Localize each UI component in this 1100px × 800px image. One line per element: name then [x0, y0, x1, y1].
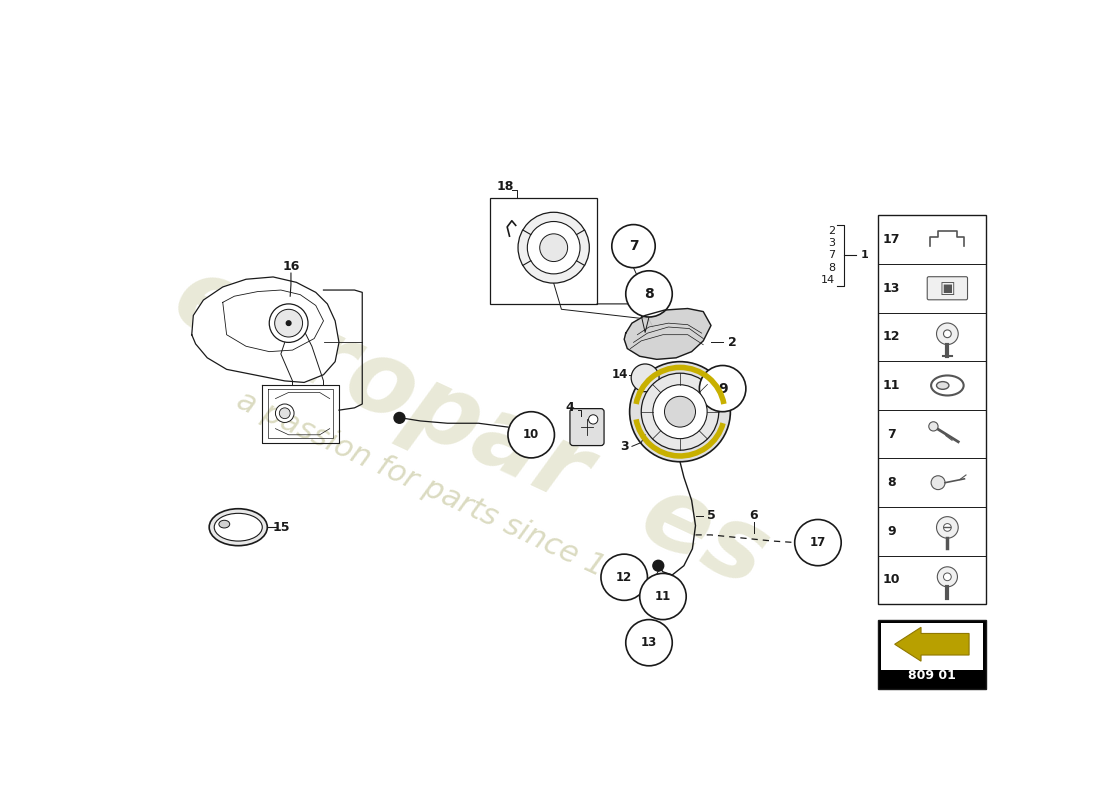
Circle shape — [508, 412, 554, 458]
Circle shape — [944, 573, 952, 581]
Text: 8: 8 — [645, 287, 653, 301]
Text: a passion for parts since 1985: a passion for parts since 1985 — [232, 386, 662, 607]
Text: 3: 3 — [620, 440, 628, 453]
Circle shape — [612, 225, 656, 268]
Circle shape — [664, 396, 695, 427]
Circle shape — [275, 404, 294, 422]
Bar — [878, 215, 986, 604]
Circle shape — [641, 373, 718, 450]
Text: 15: 15 — [272, 521, 289, 534]
Text: 10: 10 — [524, 428, 539, 442]
Text: 14: 14 — [821, 275, 835, 285]
Text: 11: 11 — [654, 590, 671, 603]
Text: 7: 7 — [828, 250, 835, 260]
Circle shape — [928, 422, 938, 431]
Circle shape — [540, 234, 568, 262]
Circle shape — [944, 330, 952, 338]
Circle shape — [518, 212, 590, 283]
Ellipse shape — [209, 509, 267, 546]
Text: 16: 16 — [283, 261, 299, 274]
Ellipse shape — [219, 520, 230, 528]
Text: 17: 17 — [810, 536, 826, 549]
Text: 6: 6 — [749, 509, 758, 522]
Circle shape — [937, 567, 957, 587]
Text: 2: 2 — [728, 336, 737, 349]
Text: 7: 7 — [629, 239, 638, 253]
FancyBboxPatch shape — [570, 409, 604, 446]
Text: 2: 2 — [828, 226, 835, 236]
FancyBboxPatch shape — [927, 277, 968, 300]
Text: 13: 13 — [641, 636, 657, 650]
Circle shape — [588, 414, 598, 424]
Text: 1: 1 — [860, 250, 868, 260]
Circle shape — [527, 222, 580, 274]
Text: 3: 3 — [828, 238, 835, 248]
Text: 5: 5 — [706, 509, 715, 522]
Circle shape — [653, 560, 663, 571]
Text: 12: 12 — [616, 570, 632, 584]
Text: europar  es: europar es — [158, 247, 782, 607]
Text: 7: 7 — [888, 427, 895, 441]
Text: 4: 4 — [565, 402, 574, 414]
Circle shape — [626, 620, 672, 666]
Text: ▣: ▣ — [939, 279, 955, 298]
Circle shape — [275, 310, 302, 337]
Text: 11: 11 — [883, 379, 900, 392]
Circle shape — [394, 413, 405, 423]
Polygon shape — [191, 277, 339, 382]
Circle shape — [944, 523, 952, 531]
Text: 9: 9 — [718, 382, 727, 396]
Polygon shape — [894, 627, 969, 661]
Circle shape — [270, 304, 308, 342]
Circle shape — [601, 554, 648, 600]
Text: 18: 18 — [497, 180, 515, 194]
Circle shape — [936, 517, 958, 538]
Circle shape — [631, 364, 659, 392]
Text: 8: 8 — [888, 476, 895, 489]
Polygon shape — [624, 309, 711, 359]
Text: 14: 14 — [612, 368, 628, 382]
Text: 9: 9 — [888, 525, 895, 538]
Circle shape — [931, 476, 945, 490]
Ellipse shape — [214, 514, 262, 541]
Text: 13: 13 — [883, 282, 900, 294]
Text: 809 01: 809 01 — [908, 670, 956, 682]
Text: 8: 8 — [828, 262, 835, 273]
Ellipse shape — [936, 382, 949, 390]
Bar — [491, 198, 597, 304]
Circle shape — [626, 270, 672, 317]
Text: 10: 10 — [883, 574, 900, 586]
Circle shape — [629, 362, 730, 462]
Bar — [878, 619, 986, 689]
Circle shape — [286, 321, 292, 326]
Circle shape — [936, 323, 958, 345]
Circle shape — [279, 408, 290, 418]
Circle shape — [700, 366, 746, 412]
Circle shape — [653, 385, 707, 438]
Bar — [881, 622, 983, 670]
Circle shape — [794, 519, 842, 566]
Circle shape — [640, 574, 686, 619]
Text: 12: 12 — [883, 330, 900, 343]
Text: 17: 17 — [883, 233, 900, 246]
